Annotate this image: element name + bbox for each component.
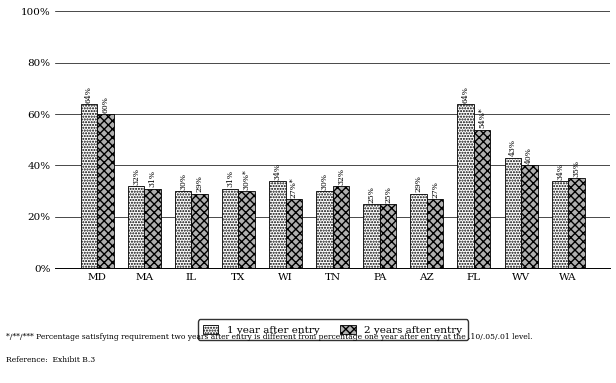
Bar	[427, 199, 444, 268]
Bar	[81, 104, 97, 268]
Text: 32%: 32%	[337, 168, 345, 185]
Bar	[333, 186, 349, 268]
Bar	[128, 186, 144, 268]
Bar	[505, 158, 521, 268]
Text: 32%: 32%	[132, 168, 140, 185]
Bar	[316, 191, 333, 268]
Text: 30%: 30%	[320, 173, 328, 190]
Text: 30%: 30%	[179, 173, 187, 190]
Text: 64%: 64%	[85, 86, 93, 103]
Text: 27%: 27%	[431, 181, 439, 198]
Bar	[175, 191, 192, 268]
Bar	[379, 204, 396, 268]
Text: 34%: 34%	[274, 162, 282, 180]
Text: 54%*: 54%*	[478, 108, 486, 128]
Bar	[222, 188, 238, 268]
Bar	[238, 191, 255, 268]
Bar	[521, 165, 538, 268]
Text: 27%*: 27%*	[290, 177, 298, 198]
Text: 64%: 64%	[462, 86, 470, 103]
Text: 35%: 35%	[572, 160, 580, 177]
Text: 31%: 31%	[148, 170, 156, 187]
Text: 40%: 40%	[525, 147, 533, 164]
Text: 34%: 34%	[556, 162, 564, 180]
Bar	[192, 194, 208, 268]
Bar	[552, 181, 568, 268]
Bar	[458, 104, 474, 268]
Text: 25%: 25%	[368, 186, 376, 203]
Text: 25%: 25%	[384, 186, 392, 203]
Bar	[568, 178, 585, 268]
Text: 60%: 60%	[102, 96, 110, 113]
Text: */**/*** Percentage satisfying requirement two years after entry is different fr: */**/*** Percentage satisfying requireme…	[6, 333, 533, 341]
Bar	[97, 114, 113, 268]
Bar	[363, 204, 379, 268]
Bar	[144, 188, 161, 268]
Text: 30%*: 30%*	[243, 169, 251, 190]
Bar	[269, 181, 286, 268]
Legend: 1 year after entry, 2 years after entry: 1 year after entry, 2 years after entry	[198, 319, 468, 340]
Text: 29%: 29%	[195, 175, 203, 192]
Bar	[286, 199, 302, 268]
Text: 43%: 43%	[509, 139, 517, 157]
Bar	[474, 129, 490, 268]
Text: 31%: 31%	[226, 170, 234, 187]
Text: 29%: 29%	[415, 175, 423, 192]
Bar	[410, 194, 427, 268]
Text: Reference:  Exhibit B.3: Reference: Exhibit B.3	[6, 356, 95, 364]
